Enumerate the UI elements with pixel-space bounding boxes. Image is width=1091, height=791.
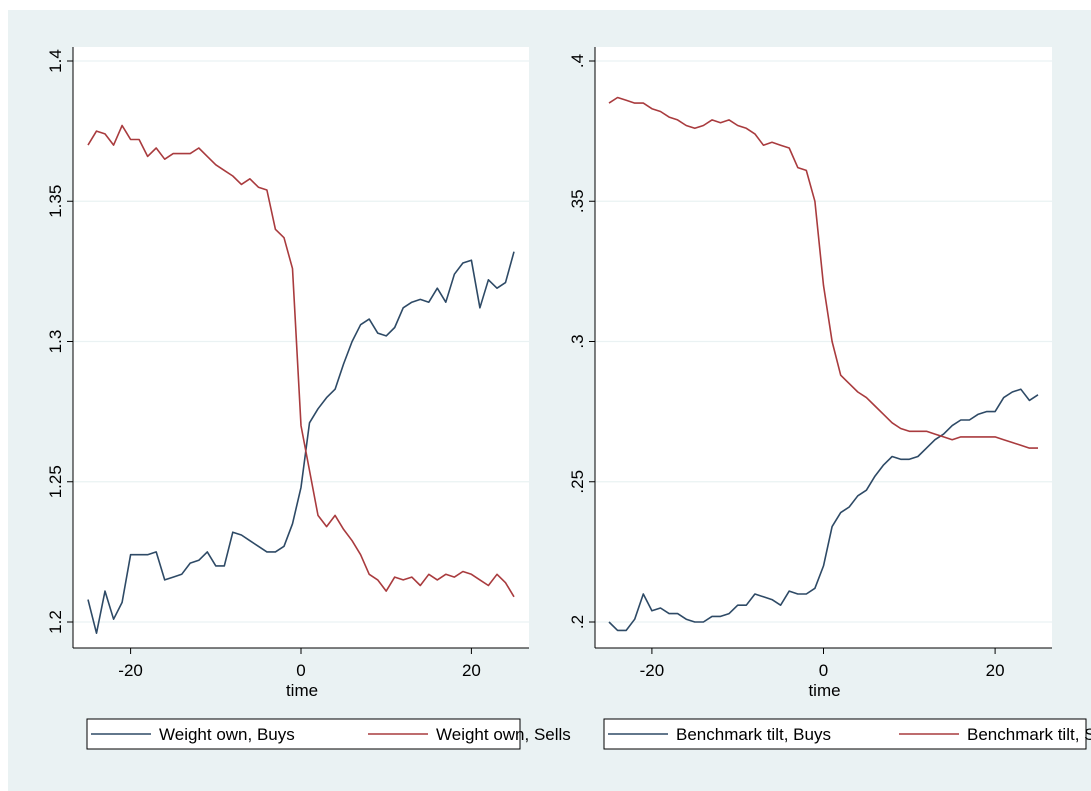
chart-panel-1: 1.2 1.25 1.3 1.35 1.4 -20 0 20 time Weight own, B… bbox=[46, 47, 571, 750]
y-tick-label: 1.3 bbox=[46, 330, 65, 354]
y-tick-label: .35 bbox=[568, 189, 587, 213]
y-tick-label: .4 bbox=[568, 54, 587, 68]
series-line-1 bbox=[87, 251, 515, 635]
legend-label-1: Weight own, Buys bbox=[159, 725, 295, 744]
chart-panel-2: .2 .25 .3 .35 .4 -20 0 20 time Benchmark tilt, Bu… bbox=[568, 47, 1091, 750]
y-tick-label: 1.35 bbox=[46, 185, 65, 218]
plot-area bbox=[73, 47, 529, 648]
y-tick-label: .25 bbox=[568, 470, 587, 494]
y-tick-label: 1.2 bbox=[46, 610, 65, 634]
y-tick-label: .3 bbox=[568, 334, 587, 348]
series-line-1 bbox=[608, 388, 1039, 632]
legend-label-1: Benchmark tilt, Buys bbox=[676, 725, 831, 744]
x-tick-label: -20 bbox=[640, 661, 665, 680]
legend-box bbox=[603, 718, 1087, 750]
y-tick-label: 1.25 bbox=[46, 465, 65, 498]
x-axis-title: time bbox=[808, 681, 840, 700]
plot-area bbox=[595, 47, 1052, 648]
x-axis-title: time bbox=[286, 681, 318, 700]
series-line-2 bbox=[87, 124, 515, 598]
legend-label-2: Weight own, Sells bbox=[436, 725, 571, 744]
series-line-2 bbox=[608, 96, 1038, 449]
y-tick-label: 1.4 bbox=[46, 49, 65, 73]
legend-box bbox=[86, 718, 521, 750]
x-tick-label: 20 bbox=[986, 661, 1005, 680]
x-tick-label: 20 bbox=[462, 661, 481, 680]
x-tick-label: 0 bbox=[819, 661, 828, 680]
legend-label-2: Benchmark tilt, Sells bbox=[967, 725, 1091, 744]
x-tick-label: 0 bbox=[296, 661, 305, 680]
y-tick-label: .2 bbox=[568, 615, 587, 629]
x-tick-label: -20 bbox=[118, 661, 143, 680]
